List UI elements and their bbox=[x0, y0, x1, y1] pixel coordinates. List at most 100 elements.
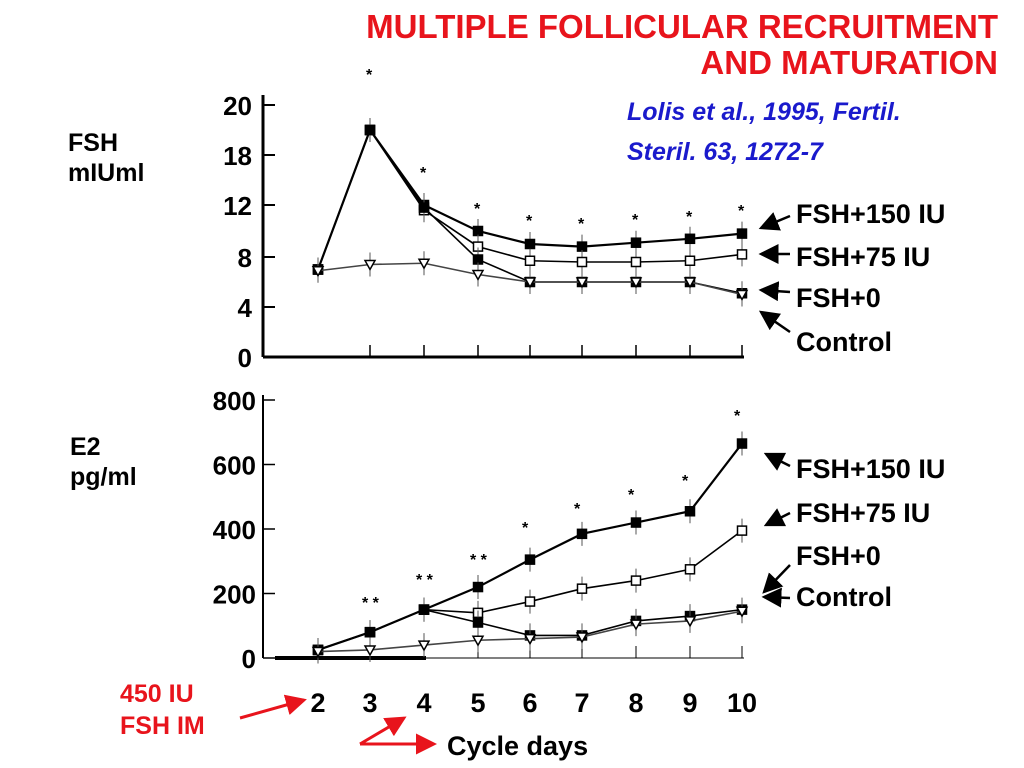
e2-legend-label: FSH+75 IU bbox=[796, 498, 930, 528]
fsh-data-point bbox=[418, 202, 430, 213]
dose-arrow bbox=[239, 694, 307, 720]
fsh-ylabel-line-2: mIUml bbox=[68, 159, 145, 187]
fsh-y-tick-label: 4 bbox=[238, 293, 253, 323]
e2-y-tick-label: 800 bbox=[213, 386, 256, 416]
fsh-y-tick-label: 8 bbox=[238, 243, 252, 273]
fsh-significance-mark: * bbox=[632, 212, 639, 229]
fsh-data-point bbox=[575, 277, 589, 289]
dose-line-2: FSH IM bbox=[120, 712, 205, 740]
e2-data-point bbox=[576, 528, 588, 540]
fsh-y-tick-label: 0 bbox=[238, 343, 252, 373]
fsh-data-point bbox=[576, 241, 588, 252]
fsh-legend-label: FSH+0 bbox=[796, 283, 881, 313]
e2-significance-mark: * bbox=[522, 520, 529, 537]
e2-data-point bbox=[736, 438, 748, 449]
e2-y-tick-label: 0 bbox=[242, 644, 256, 674]
fsh-significance-mark: * bbox=[366, 67, 373, 84]
e2-data-point bbox=[735, 606, 749, 618]
e2-data-point bbox=[684, 506, 696, 517]
fsh-legend-arrow bbox=[758, 310, 791, 334]
e2-legend-arrow bbox=[763, 452, 791, 471]
fsh-data-point bbox=[524, 238, 536, 250]
e2-ylabel: E2 pg/ml bbox=[70, 432, 137, 492]
x-tick-label: 4 bbox=[416, 688, 431, 718]
fsh-significance-mark: * bbox=[686, 209, 693, 226]
fsh-data-point bbox=[630, 256, 642, 268]
fsh-data-point bbox=[417, 258, 431, 270]
e2-series-line bbox=[317, 442, 743, 651]
fsh-data-point bbox=[363, 259, 377, 272]
fsh-data-point bbox=[630, 237, 642, 248]
e2-data-point bbox=[736, 525, 748, 536]
fsh-data-point bbox=[311, 266, 325, 278]
x-tick-label: 5 bbox=[470, 688, 485, 718]
e2-data-point bbox=[575, 632, 589, 644]
e2-ylabel-line-2: pg/ml bbox=[70, 463, 137, 491]
e2-y-tick-label: 400 bbox=[213, 515, 256, 545]
x-tick-label: 6 bbox=[522, 688, 537, 718]
e2-significance-mark: * * bbox=[470, 552, 488, 569]
fsh-significance-mark: * bbox=[526, 213, 533, 230]
e2-significance-mark: * bbox=[682, 473, 689, 490]
x-tick-label: 8 bbox=[628, 688, 643, 718]
x-tick-label: 2 bbox=[310, 688, 325, 718]
e2-legend-arrow bbox=[761, 587, 791, 608]
e2-data-point bbox=[576, 583, 588, 594]
e2-data-point bbox=[683, 616, 697, 628]
e2-legend-label: FSH+0 bbox=[796, 541, 881, 571]
e2-significance-mark: * * bbox=[362, 595, 380, 612]
e2-data-point bbox=[363, 645, 377, 657]
fsh-data-point bbox=[736, 249, 748, 260]
e2-data-point bbox=[523, 633, 537, 646]
fsh-data-point bbox=[523, 277, 537, 289]
x-tick-label: 9 bbox=[682, 688, 697, 718]
title-line-1: MULTIPLE FOLLICULAR RECRUITMENT bbox=[366, 8, 998, 45]
e2-legend-label: FSH+150 IU bbox=[796, 454, 945, 484]
fsh-data-point bbox=[735, 289, 749, 302]
fsh-y-tick-label: 12 bbox=[223, 191, 252, 221]
fsh-data-point bbox=[524, 255, 536, 266]
e2-significance-mark: * * bbox=[416, 572, 434, 589]
fsh-ylabel-line-1: FSH bbox=[68, 129, 118, 157]
e2-legend-arrow bbox=[763, 508, 791, 527]
fsh-legend-arrow bbox=[758, 212, 791, 231]
fsh-significance-mark: * bbox=[420, 165, 427, 182]
e2-significance-mark: * bbox=[628, 487, 635, 504]
dose-line-1: 450 IU bbox=[120, 680, 194, 708]
x-tick-label: 3 bbox=[362, 688, 377, 718]
e2-ylabel-line-1: E2 bbox=[70, 433, 101, 461]
fsh-y-tick-label: 20 bbox=[223, 91, 252, 121]
fsh-y-tick-label: 18 bbox=[223, 141, 252, 171]
e2-y-tick-label: 200 bbox=[213, 580, 256, 610]
citation-line-1: Lolis et al., 1995, Fertil. bbox=[627, 98, 901, 126]
e2-data-point bbox=[472, 617, 484, 628]
dose-annotation: 450 IU FSH IM bbox=[120, 678, 205, 742]
e2-data-point bbox=[471, 635, 485, 647]
e2-significance-mark: * bbox=[574, 501, 581, 518]
x-axis-label: Cycle days bbox=[447, 731, 588, 761]
fsh-ylabel: FSH mIUml bbox=[68, 128, 144, 188]
fsh-data-point bbox=[684, 233, 696, 245]
fsh-significance-mark: * bbox=[474, 201, 481, 218]
fsh-legend-label: FSH+150 IU bbox=[796, 199, 945, 229]
fsh-data-point bbox=[629, 277, 643, 289]
fsh-legend-label: FSH+75 IU bbox=[796, 242, 930, 272]
e2-data-point bbox=[630, 575, 642, 586]
e2-significance-mark: * bbox=[734, 408, 741, 425]
fsh-data-point bbox=[576, 256, 588, 268]
e2-data-point bbox=[524, 554, 536, 565]
title-line-2: AND MATURATION bbox=[700, 44, 998, 81]
fsh-legend-arrow bbox=[758, 281, 791, 302]
e2-y-tick-label: 600 bbox=[213, 451, 256, 481]
fsh-legend-label: Control bbox=[796, 327, 892, 357]
e2-data-point bbox=[524, 596, 536, 607]
e2-data-point bbox=[364, 626, 376, 638]
e2-legend-label: Control bbox=[796, 582, 892, 612]
fsh-data-point bbox=[471, 269, 485, 282]
fsh-significance-mark: * bbox=[738, 203, 745, 220]
e2-data-point bbox=[684, 564, 696, 575]
cycle-arrow-up bbox=[359, 716, 407, 746]
fsh-data-point bbox=[736, 228, 748, 239]
e2-data-point bbox=[629, 619, 643, 631]
